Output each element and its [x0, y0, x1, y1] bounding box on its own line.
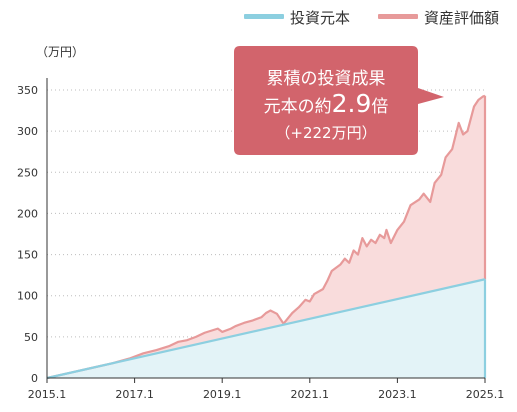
legend-swatch-principal — [244, 14, 284, 19]
callout-line1: 累積の投資成果 — [267, 69, 386, 89]
y-tick-label-350: 350 — [17, 84, 38, 97]
callout-multiplier: 2.9 — [332, 89, 372, 118]
legend-swatch-valuation — [378, 14, 418, 19]
callout-bubble: 累積の投資成果 元本の約2.9倍 （+222万円） — [234, 46, 444, 155]
y-tick-label-50: 50 — [24, 331, 38, 344]
callout-line2-prefix: 元本の約 — [264, 97, 332, 117]
x-tick-label-2025.1: 2025.1 — [466, 388, 505, 401]
callout-line2-suffix: 倍 — [371, 97, 388, 117]
x-tick-label-2015.1: 2015.1 — [28, 388, 67, 401]
y-tick-label-200: 200 — [17, 207, 38, 220]
y-tick-label-150: 150 — [17, 249, 38, 262]
x-axis: 2015.1 2017.1 2019.1 2021.1 2023.1 2025.1 — [28, 377, 505, 401]
y-unit-label: （万円） — [36, 45, 84, 59]
x-tick-label-2021.1: 2021.1 — [291, 388, 330, 401]
legend-label-valuation: 資産評価額 — [424, 9, 499, 27]
callout-line3: （+222万円） — [275, 124, 376, 142]
series-lines — [46, 94, 487, 380]
callout-shape — [234, 46, 444, 155]
x-tick-label-2019.1: 2019.1 — [203, 388, 242, 401]
y-tick-label-250: 250 — [17, 166, 38, 179]
principal-line — [46, 278, 486, 380]
x-tick-label-2023.1: 2023.1 — [378, 388, 417, 401]
y-tick-label-100: 100 — [17, 290, 38, 303]
y-tick-label-0: 0 — [31, 372, 38, 385]
legend-label-principal: 投資元本 — [290, 9, 350, 27]
valuation-line — [46, 94, 486, 380]
legend: 投資元本 資産評価額 — [244, 9, 499, 27]
x-tick-label-2017.1: 2017.1 — [115, 388, 154, 401]
callout-line2: 元本の約2.9倍 — [264, 89, 389, 118]
y-tick-label-300: 300 — [17, 125, 38, 138]
y-axis: 0 50 100 150 200 250 300 350 — [17, 78, 48, 385]
